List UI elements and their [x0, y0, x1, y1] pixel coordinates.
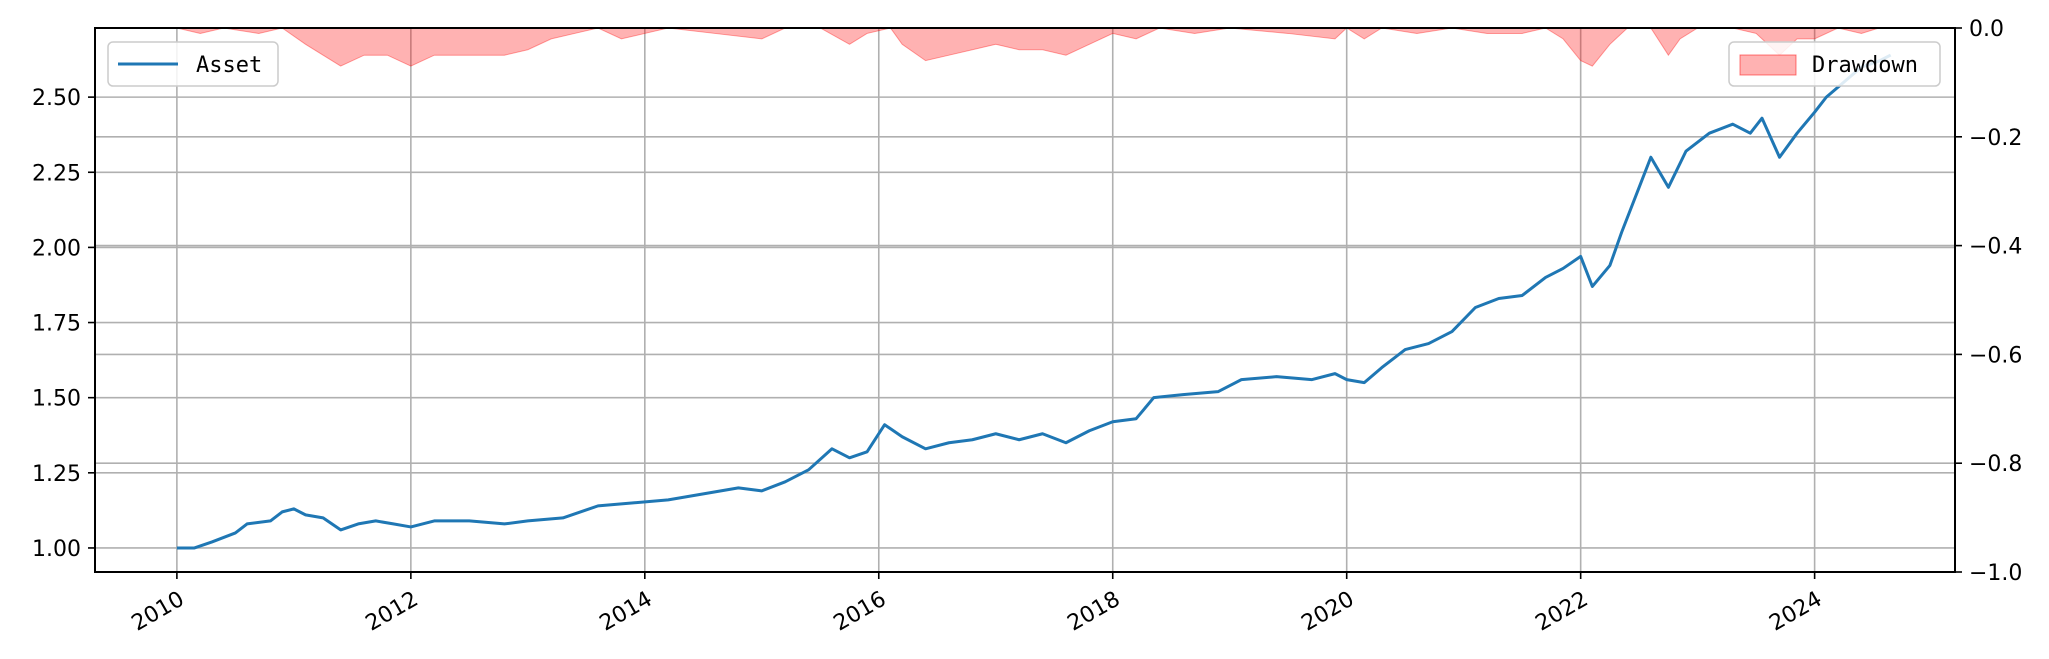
legend-drawdown-label: Drawdown: [1812, 53, 1918, 78]
x-tick-label: 2018: [1064, 587, 1125, 637]
y-left-tick-label: 1.50: [32, 387, 81, 412]
y-left-tick-label: 1.25: [32, 462, 81, 487]
y-right-tick-label: −0.8: [1969, 452, 2022, 477]
y-right-tick-label: −1.0: [1969, 561, 2022, 586]
y-left-tick-label: 2.50: [32, 86, 81, 111]
y-right-tick-label: 0.0: [1969, 17, 2004, 42]
y-right-tick-label: −0.6: [1969, 343, 2022, 368]
x-tick-label: 2014: [596, 587, 657, 637]
y-left-tick-label: 1.75: [32, 312, 81, 337]
x-tick-label: 2012: [362, 587, 423, 637]
asset-line-layer: [176, 53, 1892, 550]
grid-lines: [95, 27, 1955, 573]
y-right-tick-label: −0.4: [1969, 235, 2022, 260]
legend-asset-box: [107, 41, 279, 87]
drawdown-area: [176, 27, 1891, 67]
x-tick-label: 2022: [1531, 587, 1592, 637]
plot-frame: [94, 27, 1956, 573]
drawdown-area-layer: [176, 27, 1891, 67]
y-right-tick-label: −0.2: [1969, 126, 2022, 151]
tick-labels: 2010 2012 2014 2016 2018 2020 2022 2024 1.00 1.25…: [32, 17, 2022, 636]
x-tick-label: 2016: [830, 587, 891, 637]
y-left-tick-label: 2.00: [32, 236, 81, 261]
legend-asset-label: Asset: [196, 53, 262, 78]
x-tick-label: 2010: [128, 587, 189, 637]
y-left-tick-label: 2.25: [32, 161, 81, 186]
asset-line: [176, 53, 1892, 550]
y-left-tick-label: 1.00: [32, 537, 81, 562]
x-tick-label: 2020: [1298, 587, 1359, 637]
x-tick-label: 2024: [1765, 587, 1826, 637]
legend-drawdown: Drawdown: [1728, 41, 1941, 87]
legend-drawdown-swatch: [1739, 54, 1797, 76]
axes: [88, 27, 1962, 579]
legend-asset: Asset: [107, 41, 279, 87]
